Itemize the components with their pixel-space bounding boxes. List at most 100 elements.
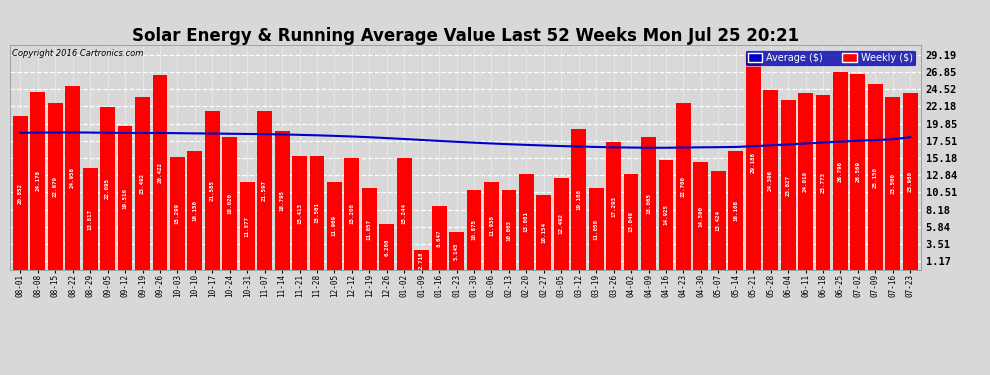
Bar (48, 103, 62, 270)
Text: 22.700: 22.700 (681, 176, 686, 197)
Text: 18.020: 18.020 (228, 193, 233, 214)
Text: 11.969: 11.969 (332, 215, 337, 236)
Bar (362, 188, 377, 270)
Bar (798, 93, 813, 270)
Text: 20.852: 20.852 (18, 183, 23, 204)
Bar (624, 174, 639, 270)
Text: 26.569: 26.569 (855, 162, 860, 183)
Bar (537, 195, 551, 270)
Text: 15.501: 15.501 (315, 202, 320, 223)
Text: 19.519: 19.519 (123, 188, 128, 209)
Title: Solar Energy & Running Average Value Last 52 Weeks Mon Jul 25 20:21: Solar Energy & Running Average Value Las… (132, 27, 799, 45)
Text: 15.299: 15.299 (175, 203, 180, 224)
Bar (729, 151, 743, 270)
Bar (170, 157, 185, 270)
Text: 2.718: 2.718 (419, 251, 424, 269)
Bar (850, 74, 865, 270)
Text: 14.590: 14.590 (698, 206, 703, 226)
Bar (903, 93, 918, 270)
Text: 15.208: 15.208 (349, 203, 354, 224)
Bar (589, 189, 604, 270)
Text: 13.049: 13.049 (629, 211, 634, 232)
Bar (135, 97, 149, 270)
Bar (553, 178, 568, 270)
Bar (763, 90, 778, 270)
Bar (414, 250, 429, 270)
Text: 22.679: 22.679 (52, 176, 57, 197)
Bar (274, 131, 289, 270)
Bar (484, 182, 499, 270)
Text: 15.244: 15.244 (402, 203, 407, 224)
Text: 26.796: 26.796 (838, 160, 842, 182)
Text: 10.803: 10.803 (507, 220, 512, 241)
Text: 21.585: 21.585 (210, 180, 215, 201)
Text: 12.492: 12.492 (558, 213, 563, 234)
Bar (118, 126, 133, 270)
Bar (781, 100, 796, 270)
Bar (100, 107, 115, 270)
Bar (642, 137, 656, 270)
Text: 22.095: 22.095 (105, 178, 110, 199)
Text: 11.050: 11.050 (594, 219, 599, 240)
Bar (397, 158, 412, 270)
Bar (65, 86, 80, 270)
Bar (187, 151, 202, 270)
Text: 17.293: 17.293 (611, 196, 616, 217)
Bar (658, 160, 673, 270)
Bar (833, 72, 847, 270)
Text: 23.027: 23.027 (786, 175, 791, 196)
Text: 15.413: 15.413 (297, 202, 302, 223)
Text: 13.424: 13.424 (716, 210, 721, 231)
Text: 16.108: 16.108 (734, 200, 739, 221)
Text: 23.492: 23.492 (140, 173, 145, 194)
Text: 11.938: 11.938 (489, 216, 494, 237)
Text: 14.925: 14.925 (663, 204, 668, 225)
Bar (711, 171, 726, 270)
Text: 29.188: 29.188 (750, 152, 755, 173)
Bar (693, 162, 708, 270)
Text: 18.795: 18.795 (279, 190, 284, 211)
Text: 24.396: 24.396 (768, 170, 773, 190)
Bar (466, 190, 481, 270)
Text: 13.081: 13.081 (524, 211, 529, 232)
Text: 24.958: 24.958 (70, 168, 75, 189)
Text: 11.057: 11.057 (367, 219, 372, 240)
Bar (292, 156, 307, 270)
Bar (885, 97, 900, 270)
Text: 26.422: 26.422 (157, 162, 162, 183)
Bar (502, 190, 517, 270)
Bar (205, 111, 220, 270)
Bar (745, 55, 760, 270)
Text: 10.154: 10.154 (542, 222, 546, 243)
Bar (816, 94, 831, 270)
Bar (606, 142, 621, 270)
Bar (519, 174, 534, 270)
Bar (152, 75, 167, 270)
Bar (449, 232, 464, 270)
Bar (345, 158, 359, 270)
Text: 24.178: 24.178 (36, 170, 41, 191)
Text: 23.773: 23.773 (821, 172, 826, 193)
Text: 8.647: 8.647 (437, 230, 442, 247)
Bar (240, 182, 254, 270)
Text: 21.597: 21.597 (262, 180, 267, 201)
Bar (432, 206, 446, 270)
Text: 5.145: 5.145 (454, 242, 459, 260)
Bar (257, 111, 272, 270)
Bar (310, 156, 325, 270)
Text: 25.150: 25.150 (873, 167, 878, 188)
Text: 23.500: 23.500 (890, 173, 895, 194)
Bar (571, 129, 586, 270)
Text: 6.208: 6.208 (384, 238, 389, 256)
Text: Copyright 2016 Cartronics.com: Copyright 2016 Cartronics.com (12, 50, 144, 58)
Legend: Average ($), Weekly ($): Average ($), Weekly ($) (744, 50, 916, 66)
Text: 11.877: 11.877 (245, 216, 249, 237)
Text: 10.875: 10.875 (471, 219, 476, 240)
Text: 16.150: 16.150 (192, 200, 197, 221)
Bar (223, 137, 238, 270)
Text: 19.108: 19.108 (576, 189, 581, 210)
Text: 23.980: 23.980 (908, 171, 913, 192)
Text: 18.065: 18.065 (646, 193, 651, 214)
Text: 24.019: 24.019 (803, 171, 808, 192)
Text: 13.817: 13.817 (88, 209, 93, 230)
